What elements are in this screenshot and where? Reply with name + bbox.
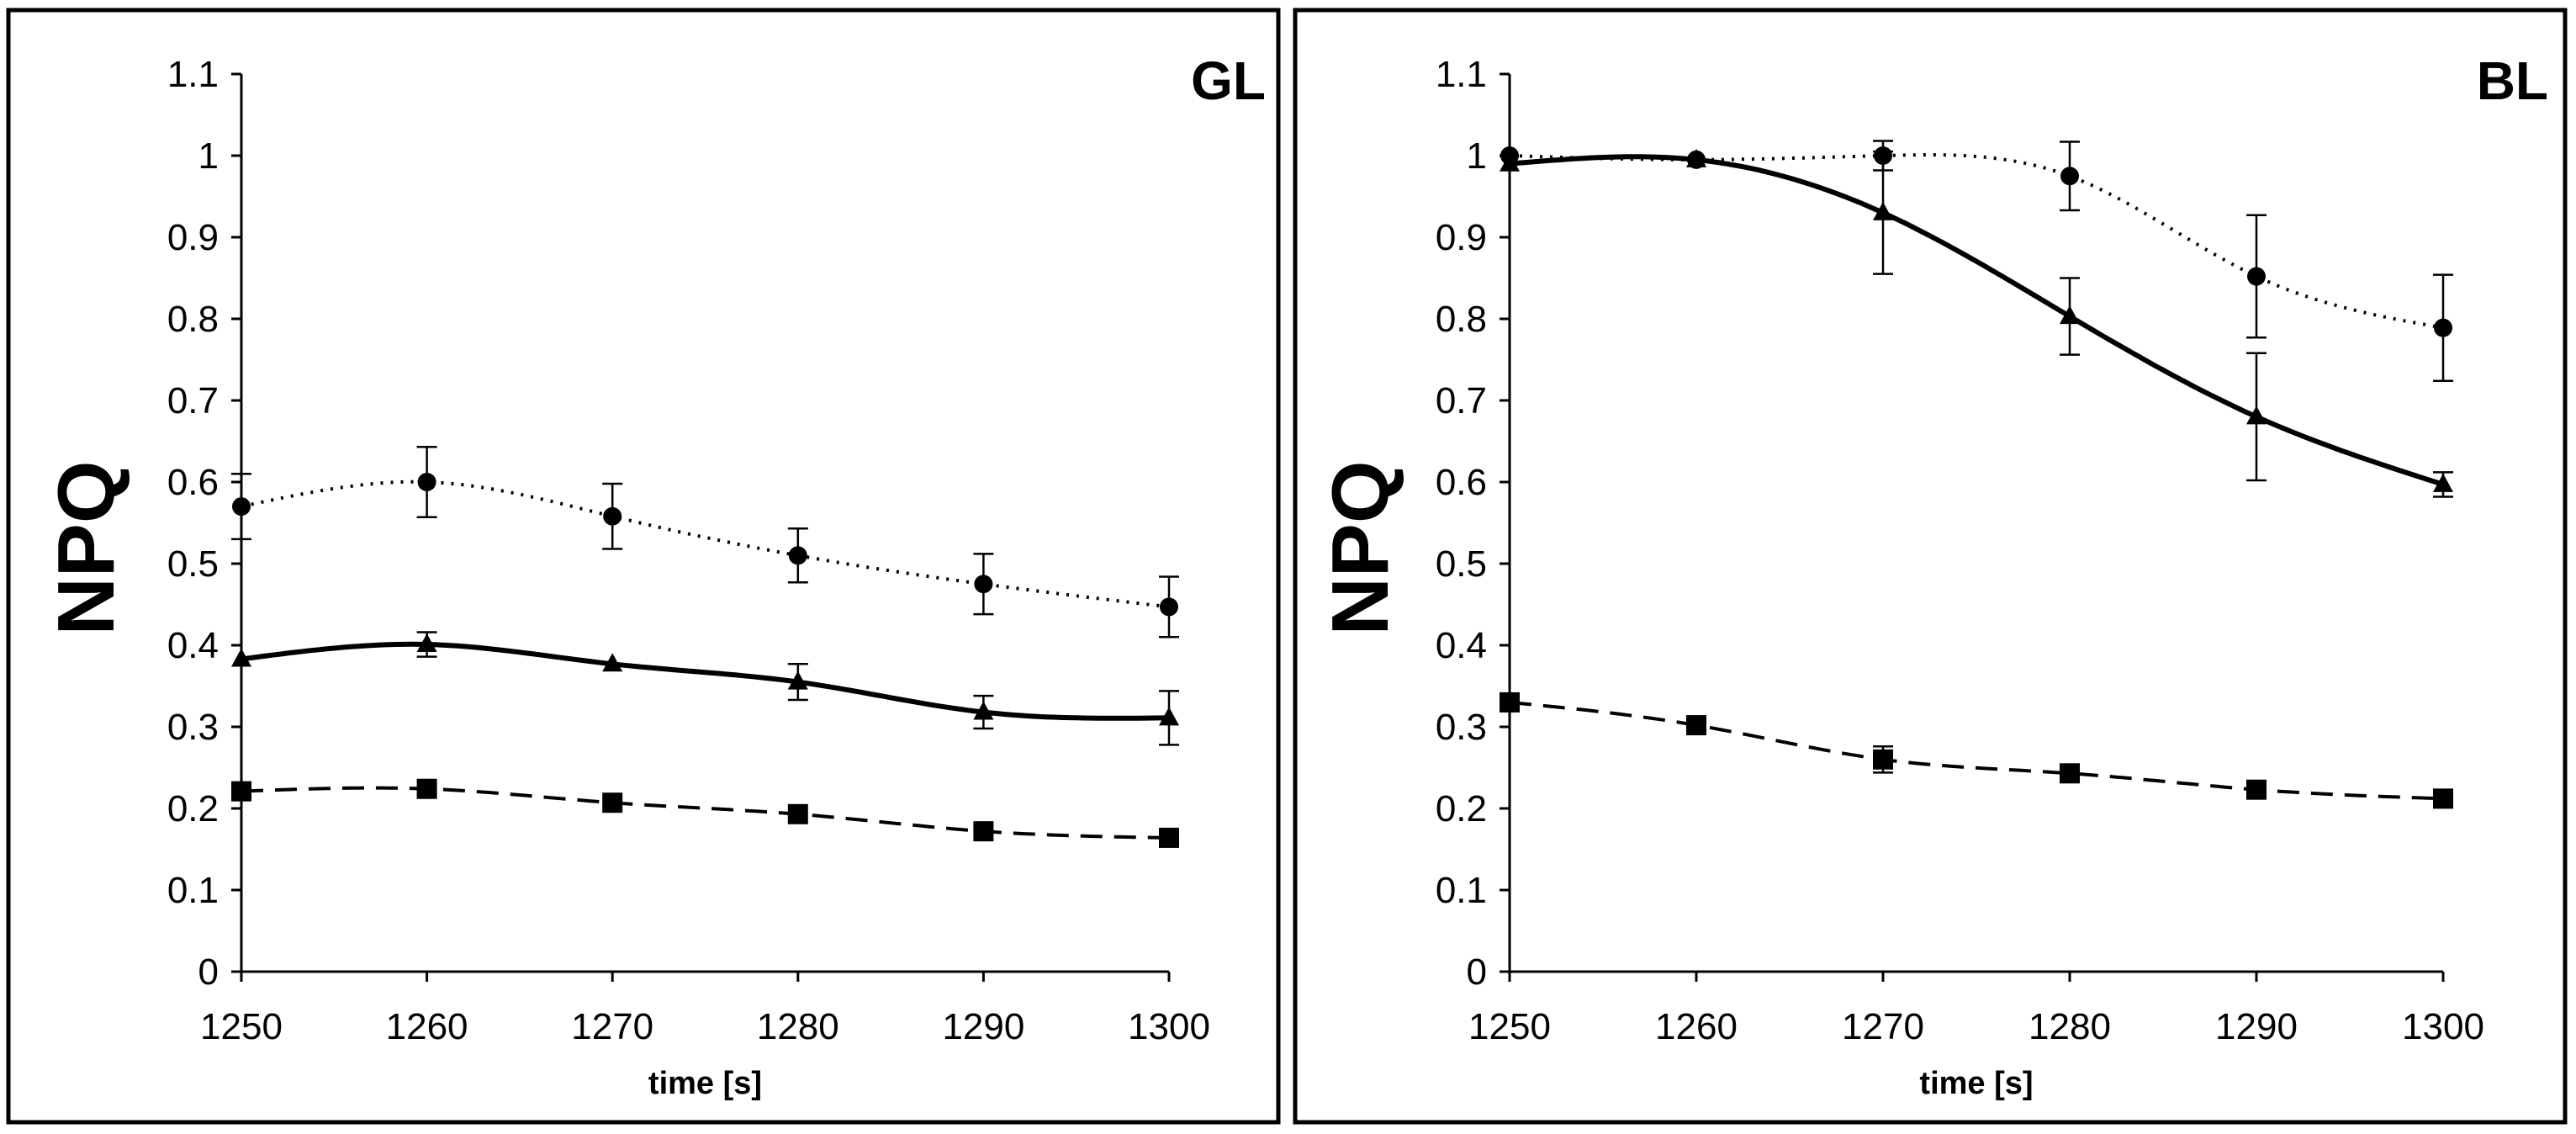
data-point-triangle xyxy=(1500,152,1520,172)
panel-frame-gl xyxy=(6,8,1281,1125)
data-point-square xyxy=(1686,715,1706,736)
data-point-square xyxy=(416,778,437,799)
x-tick-label: 1270 xyxy=(1842,1006,1924,1047)
data-point-triangle xyxy=(2246,405,2267,425)
panel-label: BL xyxy=(2477,50,2548,111)
y-tick-label: 0.5 xyxy=(167,543,219,585)
y-tick-label: 0 xyxy=(1467,951,1487,993)
y-tick-label: 1 xyxy=(1467,135,1487,177)
data-point-triangle xyxy=(1873,201,1893,220)
y-tick-label: 0.3 xyxy=(1436,707,1487,748)
data-point-circle xyxy=(2060,167,2079,186)
x-axis-title: time [s] xyxy=(1919,1066,2033,1101)
data-point-triangle xyxy=(416,633,437,653)
chart-panel-bl: 0 0.1 0.2 0.3 0.4 0.5 0.6 0.7 0.8 0.9 1 1.1 1250 1260… xyxy=(1315,50,2548,1101)
data-point-triangle xyxy=(2060,305,2080,325)
x-tick-label: 1300 xyxy=(2402,1006,2484,1047)
x-tick-label: 1260 xyxy=(1655,1006,1738,1047)
chart-panel-gl: 0 0.1 0.2 0.3 0.4 0.5 0.6 0.7 0.8 0.9 1 1.1 1250 1260… xyxy=(41,50,1266,1101)
data-point-square xyxy=(602,792,623,813)
x-tick-label: 1260 xyxy=(386,1006,468,1047)
x-axis-title: time [s] xyxy=(648,1066,762,1101)
x-tick-label: 1300 xyxy=(1128,1006,1210,1047)
y-tick-label: 0.1 xyxy=(1436,870,1487,911)
data-point-triangle xyxy=(973,701,994,720)
y-tick-label: 1 xyxy=(198,135,219,177)
y-tick-label: 1.1 xyxy=(167,54,219,95)
y-tick-label: 0.6 xyxy=(1436,462,1487,503)
data-point-circle xyxy=(2247,267,2266,286)
series-curve-triangle xyxy=(241,641,1170,721)
y-tick-label: 0.8 xyxy=(167,299,219,340)
data-point-square xyxy=(2433,788,2453,809)
y-tick-label: 0.2 xyxy=(167,788,219,829)
x-tick-label: 1250 xyxy=(1468,1006,1551,1047)
data-point-circle xyxy=(417,473,436,491)
data-point-square xyxy=(231,781,251,802)
data-point-square xyxy=(2246,779,2267,800)
data-point-triangle xyxy=(2433,473,2453,492)
data-point-square xyxy=(787,803,808,824)
x-tick-label: 1290 xyxy=(2215,1006,2298,1047)
data-point-triangle xyxy=(602,653,623,672)
data-point-circle xyxy=(603,506,622,526)
y-tick-label: 0.9 xyxy=(167,217,219,258)
y-tick-label: 0.2 xyxy=(1436,788,1487,829)
data-point-triangle xyxy=(1159,707,1179,726)
data-point-square xyxy=(1500,692,1520,713)
data-point-triangle xyxy=(1686,148,1706,167)
y-axis-title: NPQ xyxy=(1315,460,1405,635)
y-tick-label: 0.9 xyxy=(1436,217,1487,258)
panel-label: GL xyxy=(1191,50,1266,111)
data-point-square xyxy=(973,821,994,842)
x-tick-label: 1270 xyxy=(571,1006,653,1047)
data-point-square xyxy=(1159,827,1179,848)
data-point-circle xyxy=(2434,318,2452,337)
data-point-circle xyxy=(788,546,807,565)
panel-frame-bl xyxy=(1293,8,2568,1125)
series-curve-circle xyxy=(241,480,1170,609)
data-point-circle xyxy=(1160,597,1178,617)
series-curve-triangle xyxy=(1509,154,2444,487)
x-tick-label: 1290 xyxy=(942,1006,1024,1047)
y-tick-label: 0.5 xyxy=(1436,543,1487,585)
y-tick-label: 1.1 xyxy=(1436,54,1487,95)
data-point-triangle xyxy=(231,648,251,667)
y-tick-label: 0.8 xyxy=(1436,299,1487,340)
series-curve-square xyxy=(241,786,1170,840)
y-tick-label: 0.6 xyxy=(167,462,219,503)
y-tick-label: 0.3 xyxy=(167,707,219,748)
x-tick-label: 1280 xyxy=(757,1006,839,1047)
y-axis-title: NPQ xyxy=(41,460,131,635)
data-point-square xyxy=(2060,763,2080,784)
x-tick-label: 1280 xyxy=(2029,1006,2111,1047)
y-tick-label: 0 xyxy=(198,951,219,993)
y-tick-label: 0.4 xyxy=(1436,625,1487,666)
y-tick-label: 0.7 xyxy=(167,380,219,421)
x-tick-label: 1250 xyxy=(200,1006,283,1047)
data-point-square xyxy=(1873,749,1893,770)
series-curve-circle xyxy=(1509,152,2444,330)
data-point-circle xyxy=(974,575,993,594)
y-tick-label: 0.4 xyxy=(167,625,219,666)
y-tick-label: 0.1 xyxy=(167,870,219,911)
data-point-triangle xyxy=(787,670,808,690)
series-curve-square xyxy=(1509,700,2444,801)
data-point-circle xyxy=(232,497,251,517)
y-tick-label: 0.7 xyxy=(1436,380,1487,421)
